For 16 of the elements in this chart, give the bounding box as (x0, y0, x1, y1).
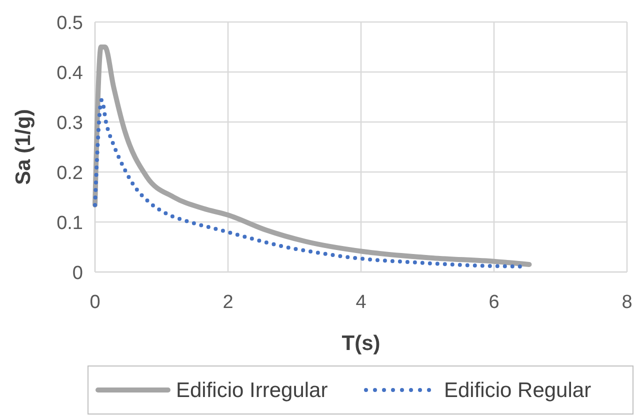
x-tick-label: 2 (222, 292, 234, 313)
y-tick-label: 0.4 (56, 63, 84, 84)
legend-label: Edificio Regular (444, 379, 592, 402)
x-tick-label: 0 (90, 292, 100, 313)
x-tick-label: 8 (622, 292, 632, 313)
y-tick-label: 0.2 (56, 163, 83, 184)
legend-label: Edificio Irregular (176, 379, 328, 402)
y-tick-label: 0.5 (56, 13, 83, 34)
x-tick-label: 4 (356, 292, 367, 313)
y-axis-title: Sa (1/g) (12, 109, 35, 185)
y-tick-label: 0.3 (56, 113, 83, 134)
y-tick-label: 0.1 (56, 213, 83, 234)
x-tick-label: 6 (488, 292, 500, 313)
x-axis-title: T(s) (342, 332, 380, 355)
y-tick-label: 0 (72, 263, 83, 284)
line-series (93, 98, 522, 268)
